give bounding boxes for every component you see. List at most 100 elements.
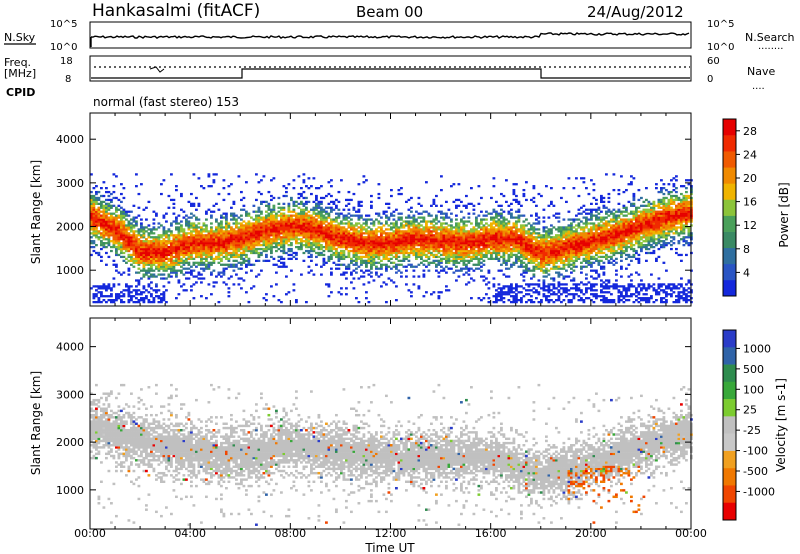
power-cell <box>110 204 113 207</box>
power-cell <box>250 249 253 253</box>
power-cell <box>102 226 106 229</box>
power-cell <box>167 234 171 237</box>
power-cell <box>380 285 383 288</box>
power-cell <box>425 243 428 247</box>
power-cell <box>385 300 388 304</box>
power-cell <box>140 261 143 264</box>
power-cell <box>265 222 268 225</box>
power-cell <box>352 255 356 259</box>
power-cell <box>570 218 573 221</box>
power-cell <box>450 236 453 239</box>
power-cell <box>385 253 388 257</box>
power-cell <box>435 259 438 262</box>
power-cell <box>447 228 451 231</box>
power-cell <box>557 283 561 286</box>
power-cell <box>295 220 298 223</box>
power-cell <box>447 251 451 255</box>
power-data <box>90 173 693 304</box>
power-cell <box>225 249 228 253</box>
power-cell <box>542 249 546 253</box>
power-cell <box>507 238 511 241</box>
power-cell <box>425 240 428 243</box>
power-cell <box>492 236 496 239</box>
power-cell <box>360 245 363 249</box>
power-cell <box>245 224 248 227</box>
power-cell <box>137 230 141 233</box>
power-cell <box>360 257 363 261</box>
power-cell <box>267 236 271 239</box>
power-cell <box>520 230 523 233</box>
power-cell <box>337 232 341 235</box>
power-cell <box>315 196 318 200</box>
power-cell <box>212 257 216 261</box>
power-cell <box>560 238 563 241</box>
power-cell <box>102 242 106 245</box>
power-cell <box>245 265 248 268</box>
power-cell <box>532 287 536 290</box>
power-cell <box>285 228 288 231</box>
power-cell <box>380 245 383 249</box>
power-cell <box>452 240 456 243</box>
power-cell <box>555 238 558 241</box>
power-cell <box>170 253 173 257</box>
power-cell <box>240 245 243 249</box>
power-cell <box>240 238 243 241</box>
power-cell <box>465 271 468 274</box>
power-cell <box>250 230 253 233</box>
power-cell <box>537 300 541 304</box>
power-cell <box>375 228 378 231</box>
power-cell <box>565 247 568 251</box>
power-cell <box>312 242 316 245</box>
power-cell <box>480 228 483 231</box>
power-cell <box>405 247 408 251</box>
power-cell <box>527 240 531 243</box>
power-cell <box>375 251 378 255</box>
power-cell <box>342 234 346 237</box>
power-cell <box>517 291 521 294</box>
power-cell <box>215 230 218 233</box>
power-cell <box>90 236 93 239</box>
power-cell <box>370 245 373 249</box>
power-cell <box>527 251 531 255</box>
power-cell <box>122 224 126 227</box>
power-cell <box>427 220 431 223</box>
power-cell <box>215 226 218 229</box>
power-cell <box>515 295 518 298</box>
power-cell <box>372 263 376 266</box>
power-cell <box>252 245 256 249</box>
power-cell <box>520 261 523 264</box>
power-cell <box>107 204 111 207</box>
power-cell <box>117 236 121 239</box>
power-cell <box>122 236 126 239</box>
power-cell <box>465 194 468 198</box>
power-cell <box>335 206 338 209</box>
power-cell <box>320 224 323 227</box>
power-cell <box>120 291 123 294</box>
power-cell <box>382 251 386 255</box>
power-cell <box>110 295 113 298</box>
power-cell <box>385 210 388 213</box>
power-cell <box>540 259 543 262</box>
power-cell <box>417 249 421 253</box>
power-cell <box>185 261 188 264</box>
power-cell <box>102 181 106 184</box>
power-cell <box>240 218 243 221</box>
power-cell <box>572 293 576 296</box>
power-cell <box>357 210 361 213</box>
power-cell <box>365 261 368 264</box>
power-cell <box>130 240 133 243</box>
power-cell <box>135 293 138 296</box>
power-cell <box>327 238 331 241</box>
power-cell <box>547 291 551 294</box>
power-cell <box>137 242 141 245</box>
power-cell <box>157 222 161 225</box>
power-cell <box>215 275 218 278</box>
power-cell <box>397 263 401 266</box>
power-cell <box>417 196 421 200</box>
power-cell <box>387 277 391 280</box>
power-cell <box>195 230 198 233</box>
power-cell <box>385 236 388 239</box>
power-cell <box>310 259 313 262</box>
power-cell <box>355 255 358 259</box>
power-cell <box>142 291 146 294</box>
